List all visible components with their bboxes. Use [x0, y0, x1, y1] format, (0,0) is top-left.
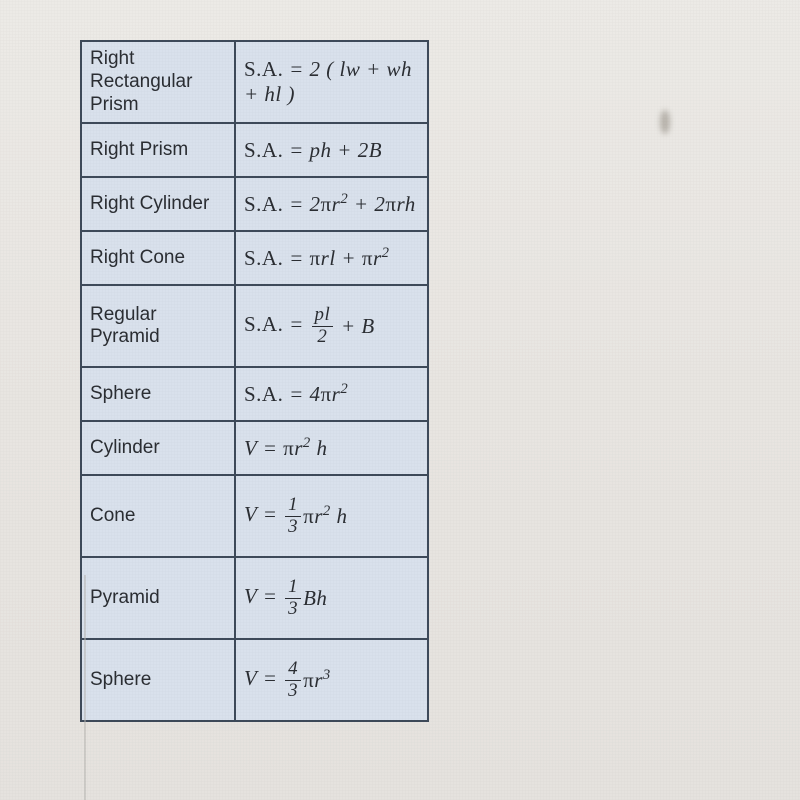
formula-cell: S.A. = pl2 + B [236, 286, 427, 366]
photo-smudge [660, 110, 670, 134]
formula-expression: V = πr2 h [244, 436, 328, 461]
shape-name-cell: Right Prism [82, 124, 236, 176]
formula-expression: S.A. = pl2 + B [244, 306, 375, 347]
table-row: ConeV = 13πr2 h [82, 474, 427, 556]
formula-cell: S.A. = πrl + πr2 [236, 232, 427, 284]
formula-cell: S.A. = 2 ( lw + wh + hl ) [236, 42, 427, 122]
formula-expression: V = 43πr3 [244, 660, 331, 701]
shape-name-cell: Right Cylinder [82, 178, 236, 230]
formula-expression: S.A. = ph + 2B [244, 138, 382, 163]
shape-name-cell: Regular Pyramid [82, 286, 236, 366]
formula-cell: S.A. = ph + 2B [236, 124, 427, 176]
shape-name-cell: Right Cone [82, 232, 236, 284]
table-row: Right Cone S.A. = πrl + πr2 [82, 230, 427, 284]
formula-expression: S.A. = 2 ( lw + wh + hl ) [244, 57, 421, 107]
table-row: Right Rectangular PrismS.A. = 2 ( lw + w… [82, 42, 427, 122]
shape-name-cell: Sphere [82, 640, 236, 720]
formula-expression: V = 13Bh [244, 578, 327, 619]
formula-expression: S.A. = 4πr2 [244, 382, 348, 407]
table-row: Right Cylinder S.A. = 2πr2 + 2πrh [82, 176, 427, 230]
shape-name-cell: Cylinder [82, 422, 236, 474]
formula-expression: S.A. = 2πr2 + 2πrh [244, 192, 416, 217]
formula-cell: V = 43πr3 [236, 640, 427, 720]
shape-name-cell: Cone [82, 476, 236, 556]
shape-name-cell: Pyramid [82, 558, 236, 638]
formula-cell: S.A. = 4πr2 [236, 368, 427, 420]
table-row: Cylinder V = πr2 h [82, 420, 427, 474]
formula-cell: S.A. = 2πr2 + 2πrh [236, 178, 427, 230]
table-row: Regular PyramidS.A. = pl2 + B [82, 284, 427, 366]
table-row: Right Prism S.A. = ph + 2B [82, 122, 427, 176]
formula-cell: V = πr2 h [236, 422, 427, 474]
formula-cell: V = 13Bh [236, 558, 427, 638]
table-row: PyramidV = 13Bh [82, 556, 427, 638]
formula-expression: S.A. = πrl + πr2 [244, 246, 389, 271]
formula-table: Right Rectangular PrismS.A. = 2 ( lw + w… [80, 40, 429, 722]
paper-edge-line [84, 575, 86, 800]
shape-name-cell: Right Rectangular Prism [82, 42, 236, 122]
shape-name-cell: Sphere [82, 368, 236, 420]
table-row: SphereV = 43πr3 [82, 638, 427, 720]
table-row: Sphere S.A. = 4πr2 [82, 366, 427, 420]
formula-cell: V = 13πr2 h [236, 476, 427, 556]
formula-expression: V = 13πr2 h [244, 496, 347, 537]
